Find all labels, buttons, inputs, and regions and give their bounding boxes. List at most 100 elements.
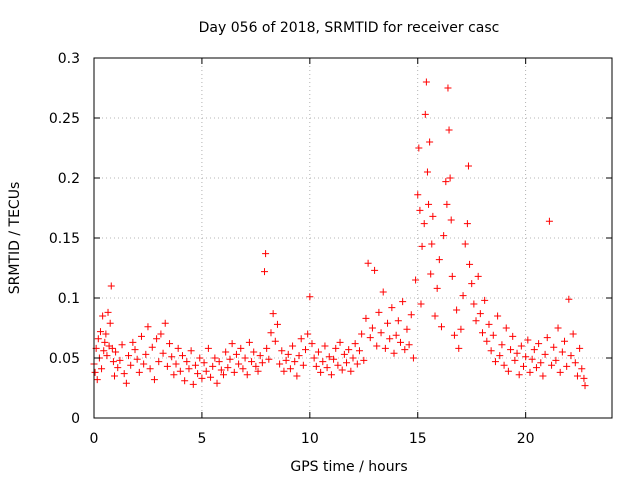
data-point	[526, 368, 534, 376]
data-point	[189, 380, 197, 388]
data-point	[381, 344, 389, 352]
data-point	[375, 308, 383, 316]
data-point	[386, 335, 394, 343]
data-point	[513, 349, 521, 357]
data-point	[269, 310, 277, 318]
x-tick-label: 10	[301, 431, 319, 447]
data-point	[558, 348, 566, 356]
data-point	[388, 304, 396, 312]
data-point	[343, 359, 351, 367]
data-point	[202, 367, 210, 375]
data-point	[433, 284, 441, 292]
data-point	[209, 362, 217, 370]
data-point	[211, 354, 219, 362]
data-point	[362, 314, 370, 322]
data-point	[104, 308, 112, 316]
data-point	[163, 362, 171, 370]
data-point	[463, 220, 471, 228]
data-point	[464, 162, 472, 170]
data-point	[106, 319, 114, 327]
chart-title: Day 056 of 2018, SRMTID for receiver cas…	[199, 20, 500, 36]
data-point	[172, 360, 180, 368]
data-point	[310, 354, 318, 362]
data-point	[507, 346, 515, 354]
data-point	[448, 272, 456, 280]
data-point	[435, 256, 443, 264]
data-point	[116, 356, 124, 364]
data-point	[111, 372, 119, 380]
data-point	[198, 374, 206, 382]
data-point	[267, 329, 275, 337]
data-point	[569, 330, 577, 338]
data-point	[445, 126, 453, 134]
data-point	[286, 365, 294, 373]
data-point	[407, 311, 415, 319]
data-point	[489, 331, 497, 339]
x-tick-label: 0	[90, 431, 99, 447]
data-point	[284, 350, 292, 358]
data-point	[317, 368, 325, 376]
data-point	[563, 362, 571, 370]
data-point	[101, 338, 109, 346]
data-point	[252, 362, 260, 370]
data-point	[338, 366, 346, 374]
data-point	[390, 349, 398, 357]
data-point	[483, 337, 491, 345]
data-point	[347, 367, 355, 375]
data-point	[168, 353, 176, 361]
data-point	[414, 191, 422, 199]
data-point	[349, 354, 357, 362]
data-point	[194, 370, 202, 378]
data-point	[144, 323, 152, 331]
data-point	[401, 346, 409, 354]
data-point	[239, 365, 247, 373]
data-point	[243, 371, 251, 379]
data-point	[571, 359, 579, 367]
y-tick-label: 0	[71, 411, 80, 427]
data-point	[543, 334, 551, 342]
y-tick-label: 0.05	[49, 351, 80, 367]
data-point	[108, 344, 116, 352]
data-point	[520, 362, 528, 370]
grid-lines	[94, 58, 612, 418]
data-point	[293, 372, 301, 380]
data-point	[178, 352, 186, 360]
data-point	[120, 370, 128, 378]
data-point	[355, 347, 363, 355]
data-point	[100, 347, 108, 355]
data-point	[224, 364, 232, 372]
data-point	[396, 338, 404, 346]
data-point	[580, 374, 588, 382]
data-point	[291, 358, 299, 366]
data-point	[215, 358, 223, 366]
data-point	[107, 282, 115, 290]
data-point	[187, 347, 195, 355]
x-tick-label: 20	[517, 431, 535, 447]
data-point	[278, 347, 286, 355]
data-point	[230, 368, 238, 376]
data-point	[373, 342, 381, 350]
data-point	[545, 217, 553, 225]
data-point	[185, 365, 193, 373]
data-point	[532, 364, 540, 372]
data-point	[258, 359, 266, 367]
data-point	[500, 361, 508, 369]
data-point	[431, 312, 439, 320]
data-point	[358, 330, 366, 338]
data-point	[417, 300, 425, 308]
data-point	[453, 306, 461, 314]
data-point	[443, 200, 451, 208]
data-point	[581, 382, 589, 390]
data-point	[455, 344, 463, 352]
data-point	[150, 376, 158, 384]
data-point	[336, 338, 344, 346]
data-point	[366, 334, 374, 342]
data-point	[114, 364, 122, 372]
data-point	[485, 320, 493, 328]
data-point	[428, 240, 436, 248]
data-points	[90, 78, 589, 390]
data-point	[91, 368, 99, 376]
data-point	[524, 336, 532, 344]
data-point	[494, 312, 502, 320]
data-point	[280, 367, 288, 375]
